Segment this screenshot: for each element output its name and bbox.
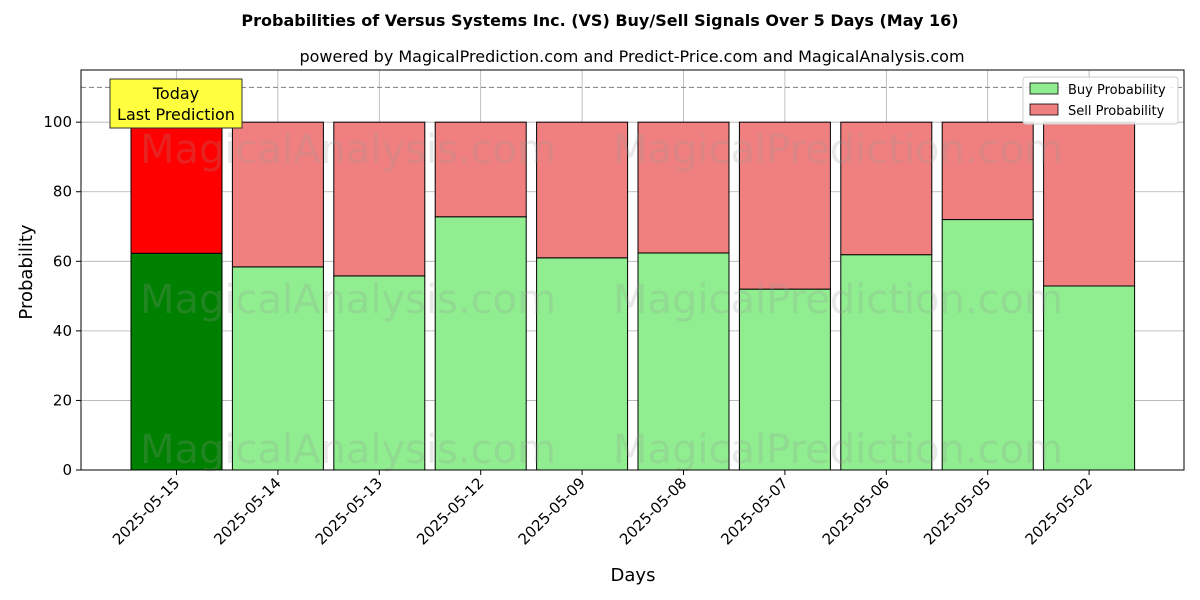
sell-bar (536, 121, 629, 259)
watermark-text: MagicalPrediction.com (613, 427, 1063, 473)
chart-title: Probabilities of Versus Systems Inc. (VS… (241, 11, 958, 30)
x-tick-label: 2025-05-13 (312, 474, 386, 548)
buy-bar (434, 216, 527, 471)
annotation-line-2: Last Prediction (117, 105, 235, 124)
sell-bar (434, 121, 527, 218)
sell-bar (941, 121, 1034, 221)
annotation-box (109, 78, 243, 129)
buy-bar (1043, 285, 1136, 471)
legend-label-buy: Buy Probability (1068, 83, 1166, 98)
buy-bar (840, 254, 933, 471)
buy-bar (941, 219, 1034, 471)
plot-frame (80, 69, 1185, 471)
sell-bar (130, 121, 223, 254)
sell-bar (637, 121, 730, 254)
y-tick-label: 40 (53, 322, 72, 340)
x-tick-label: 2025-05-05 (920, 474, 994, 548)
y-tick-label: 60 (53, 252, 72, 270)
x-tick-label: 2025-05-02 (1022, 474, 1096, 548)
watermark-text: MagicalAnalysis.com (140, 427, 556, 473)
buy-bar (130, 252, 223, 471)
sell-bar (738, 121, 831, 290)
buy-bar (637, 252, 730, 471)
legend: Buy Probability Sell Probability (1022, 76, 1179, 125)
x-tick-label: 2025-05-15 (109, 474, 183, 548)
chart-subtitle: powered by MagicalPrediction.com and Pre… (299, 47, 964, 66)
buy-bar (536, 257, 629, 471)
x-tick-label: 2025-05-08 (616, 474, 690, 548)
sell-bar (840, 121, 933, 256)
sell-bar (1043, 121, 1136, 287)
x-tick-label: 2025-05-09 (515, 474, 589, 548)
legend-swatch-buy (1029, 82, 1059, 95)
watermark-layer: MagicalAnalysis.com MagicalPrediction.com… (140, 127, 1063, 473)
buy-bar (738, 288, 831, 471)
watermark-text: MagicalPrediction.com (613, 127, 1063, 173)
sell-bar (333, 121, 426, 277)
legend-label-sell: Sell Probability (1068, 104, 1165, 119)
y-tick-label: 20 (53, 391, 72, 409)
watermark-text: MagicalAnalysis.com (140, 277, 556, 323)
legend-swatch-sell (1029, 103, 1059, 116)
y-tick-label: 100 (43, 113, 72, 131)
sell-bar (231, 121, 324, 268)
y-tick-label: 80 (53, 183, 72, 201)
y-tick-label: 0 (62, 461, 72, 479)
annotation-line-1: Today (152, 84, 199, 103)
bar-layer (130, 121, 1136, 471)
buy-bar (333, 275, 426, 471)
y-axis-label: Probability (16, 224, 37, 319)
legend-box (1022, 76, 1179, 125)
x-tick-label: 2025-05-14 (210, 474, 284, 548)
today-annotation: Today Last Prediction (109, 78, 243, 129)
x-tick-label: 2025-05-07 (717, 474, 791, 548)
x-tick-label: 2025-05-06 (819, 474, 893, 548)
x-axis-label: Days (611, 565, 656, 586)
watermark-text: MagicalAnalysis.com (140, 127, 556, 173)
watermark-text: MagicalPrediction.com (613, 277, 1063, 323)
x-tick-label: 2025-05-12 (413, 474, 487, 548)
